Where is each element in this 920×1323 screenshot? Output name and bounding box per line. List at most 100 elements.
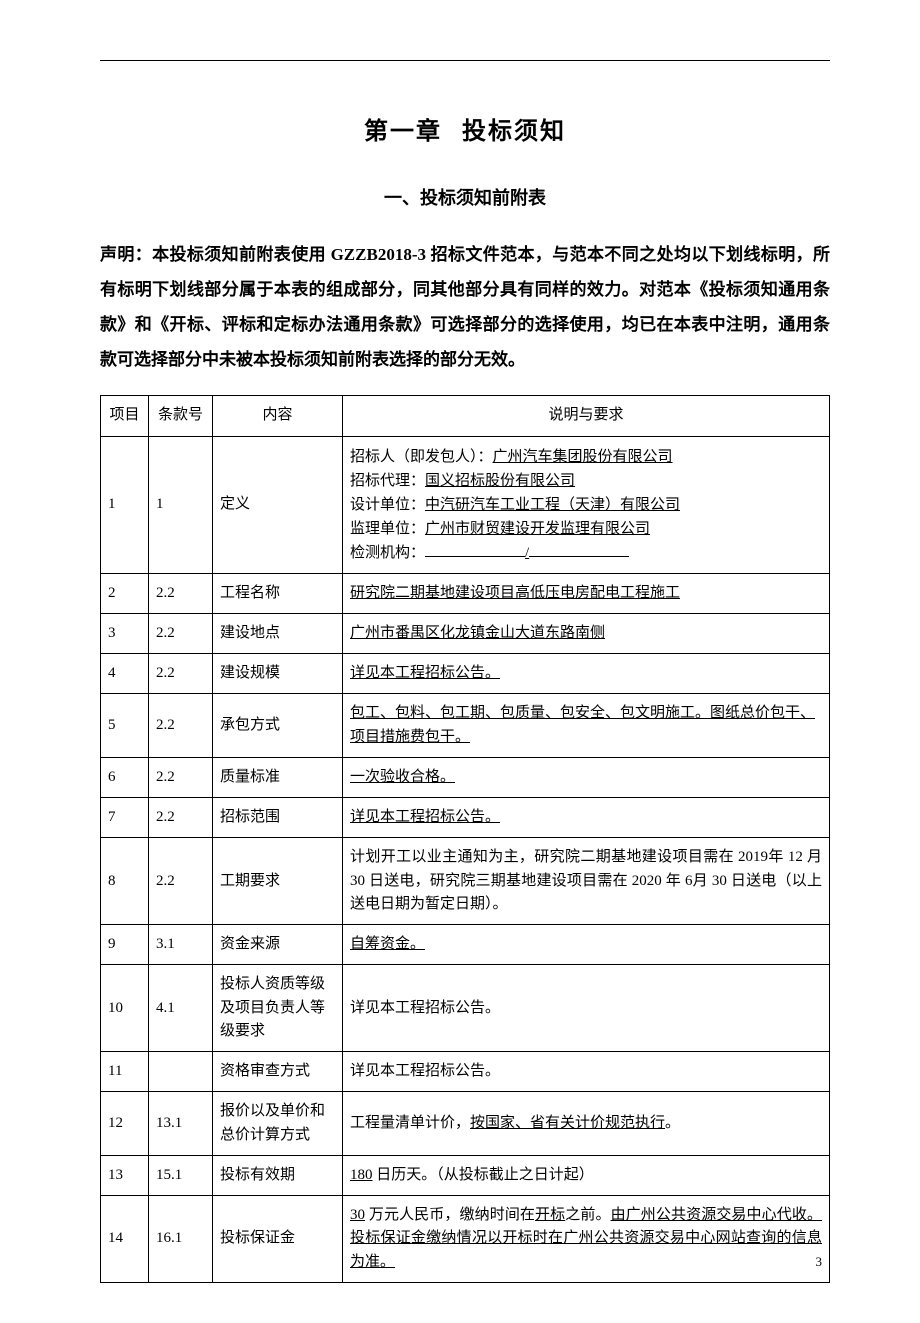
header-rule [100, 60, 830, 61]
cell-spec: 研究院二期基地建设项目高低压电房配电工程施工 [343, 573, 830, 613]
spec-underlined: 详见本工程招标公告。 [350, 665, 500, 681]
def-label: 检测机构： [350, 545, 425, 561]
cell-clause: 2.2 [149, 654, 213, 694]
cell-idx: 3 [101, 613, 149, 653]
bid-instructions-table: 项目 条款号 内容 说明与要求 1 1 定义 招标人（即发包人）：广州汽车集团股… [100, 395, 830, 1283]
cell-idx: 8 [101, 838, 149, 925]
table-row: 4 2.2 建设规模 详见本工程招标公告。 [101, 654, 830, 694]
chapter-main: 投标须知 [462, 119, 566, 145]
spec-underlined: 广州市番禺区化龙镇金山大道东路南侧 [350, 625, 605, 641]
table-row: 7 2.2 招标范围 详见本工程招标公告。 [101, 798, 830, 838]
spec-part: 之前。 [565, 1207, 610, 1223]
cell-clause: 1 [149, 436, 213, 573]
table-row: 5 2.2 承包方式 包工、包料、包工期、包质量、包安全、包文明施工。图纸总价包… [101, 694, 830, 758]
cell-clause: 2.2 [149, 694, 213, 758]
cell-idx: 5 [101, 694, 149, 758]
cell-clause: 15.1 [149, 1155, 213, 1195]
cell-idx: 9 [101, 925, 149, 965]
cell-clause: 13.1 [149, 1092, 213, 1156]
th-index: 项目 [101, 396, 149, 436]
table-row: 6 2.2 质量标准 一次验收合格。 [101, 757, 830, 797]
chapter-title: 第一章投标须知 [100, 111, 830, 146]
cell-clause: 16.1 [149, 1196, 213, 1283]
cell-spec: 180 日历天。（从投标截止之日计起） [343, 1155, 830, 1195]
cell-spec: 广州市番禺区化龙镇金山大道东路南侧 [343, 613, 830, 653]
chapter-prefix: 第一章 [364, 119, 442, 145]
table-row: 1 1 定义 招标人（即发包人）：广州汽车集团股份有限公司 招标代理：国义招标股… [101, 436, 830, 573]
table-row: 8 2.2 工期要求 计划开工以业主通知为主，研究院二期基地建设项目需在 201… [101, 838, 830, 925]
section-title: 一、投标须知前附表 [100, 184, 830, 210]
spec-underlined: 开标 [535, 1207, 565, 1223]
spec-underlined: 研究院二期基地建设项目高低压电房配电工程施工 [350, 585, 680, 601]
cell-spec: 详见本工程招标公告。 [343, 654, 830, 694]
declaration-paragraph: 声明：本投标须知前附表使用 GZZB2018-3 招标文件范本，与范本不同之处均… [100, 238, 830, 377]
spec-underlined: 包工、包料、包工期、包质量、包安全、包文明施工。图纸总价包干、项目措施费包干。 [350, 705, 815, 744]
spec-part: 工程量清单计价， [350, 1115, 470, 1131]
cell-idx: 11 [101, 1052, 149, 1092]
spec-underlined: 30 [350, 1207, 365, 1223]
cell-spec: 一次验收合格。 [343, 757, 830, 797]
table-row: 13 15.1 投标有效期 180 日历天。（从投标截止之日计起） [101, 1155, 830, 1195]
cell-content: 建设地点 [213, 613, 343, 653]
cell-spec: 包工、包料、包工期、包质量、包安全、包文明施工。图纸总价包干、项目措施费包干。 [343, 694, 830, 758]
cell-content: 定义 [213, 436, 343, 573]
def-value: 中汽研汽车工业工程（天津）有限公司 [425, 497, 680, 513]
cell-spec: 详见本工程招标公告。 [343, 965, 830, 1052]
def-value: 国义招标股份有限公司 [425, 473, 575, 489]
table-header-row: 项目 条款号 内容 说明与要求 [101, 396, 830, 436]
cell-content: 工期要求 [213, 838, 343, 925]
cell-idx: 14 [101, 1196, 149, 1283]
table-row: 10 4.1 投标人资质等级及项目负责人等级要求 详见本工程招标公告。 [101, 965, 830, 1052]
spec-underlined: 自筹资金。 [350, 936, 425, 952]
cell-content: 承包方式 [213, 694, 343, 758]
cell-content: 质量标准 [213, 757, 343, 797]
cell-idx: 12 [101, 1092, 149, 1156]
spec-underlined: 一次验收合格。 [350, 769, 455, 785]
def-label: 招标代理： [350, 473, 425, 489]
cell-spec: 工程量清单计价，按国家、省有关计价规范执行。 [343, 1092, 830, 1156]
cell-idx: 13 [101, 1155, 149, 1195]
cell-clause [149, 1052, 213, 1092]
cell-content: 投标人资质等级及项目负责人等级要求 [213, 965, 343, 1052]
page-number: 3 [816, 1254, 823, 1270]
spec-underlined: 180 [350, 1167, 373, 1183]
table-row: 12 13.1 报价以及单价和总价计算方式 工程量清单计价，按国家、省有关计价规… [101, 1092, 830, 1156]
cell-spec: 自筹资金。 [343, 925, 830, 965]
cell-idx: 6 [101, 757, 149, 797]
table-row: 11 资格审查方式 详见本工程招标公告。 [101, 1052, 830, 1092]
table-row: 2 2.2 工程名称 研究院二期基地建设项目高低压电房配电工程施工 [101, 573, 830, 613]
def-label: 监理单位： [350, 521, 425, 537]
cell-content: 建设规模 [213, 654, 343, 694]
cell-idx: 4 [101, 654, 149, 694]
cell-spec: 30 万元人民币，缴纳时间在开标之前。由广州公共资源交易中心代收。投标保证金缴纳… [343, 1196, 830, 1283]
def-value: 广州汽车集团股份有限公司 [493, 449, 673, 465]
spec-part: 日历天。（从投标截止之日计起） [373, 1167, 594, 1183]
cell-spec: 招标人（即发包人）：广州汽车集团股份有限公司 招标代理：国义招标股份有限公司 设… [343, 436, 830, 573]
cell-idx: 1 [101, 436, 149, 573]
def-label: 招标人（即发包人）： [350, 449, 493, 465]
th-clause: 条款号 [149, 396, 213, 436]
cell-spec: 详见本工程招标公告。 [343, 1052, 830, 1092]
def-label: 设计单位： [350, 497, 425, 513]
cell-spec: 详见本工程招标公告。 [343, 798, 830, 838]
cell-content: 报价以及单价和总价计算方式 [213, 1092, 343, 1156]
cell-content: 资金来源 [213, 925, 343, 965]
table-row: 3 2.2 建设地点 广州市番禺区化龙镇金山大道东路南侧 [101, 613, 830, 653]
blank-underline [529, 542, 629, 557]
spec-part: 万元人民币，缴纳时间在 [365, 1207, 535, 1223]
table-row: 14 16.1 投标保证金 30 万元人民币，缴纳时间在开标之前。由广州公共资源… [101, 1196, 830, 1283]
cell-content: 资格审查方式 [213, 1052, 343, 1092]
cell-idx: 7 [101, 798, 149, 838]
cell-clause: 2.2 [149, 798, 213, 838]
def-value: 广州市财贸建设开发监理有限公司 [425, 521, 650, 537]
spec-underlined: 按国家、省有关计价规范执行 [470, 1115, 665, 1131]
spec-part: 。 [665, 1115, 680, 1131]
th-spec: 说明与要求 [343, 396, 830, 436]
cell-clause: 2.2 [149, 838, 213, 925]
cell-spec: 计划开工以业主通知为主，研究院二期基地建设项目需在 2019年 12 月 30 … [343, 838, 830, 925]
spec-underlined: 详见本工程招标公告。 [350, 809, 500, 825]
cell-content: 工程名称 [213, 573, 343, 613]
cell-content: 投标有效期 [213, 1155, 343, 1195]
th-content: 内容 [213, 396, 343, 436]
cell-content: 招标范围 [213, 798, 343, 838]
